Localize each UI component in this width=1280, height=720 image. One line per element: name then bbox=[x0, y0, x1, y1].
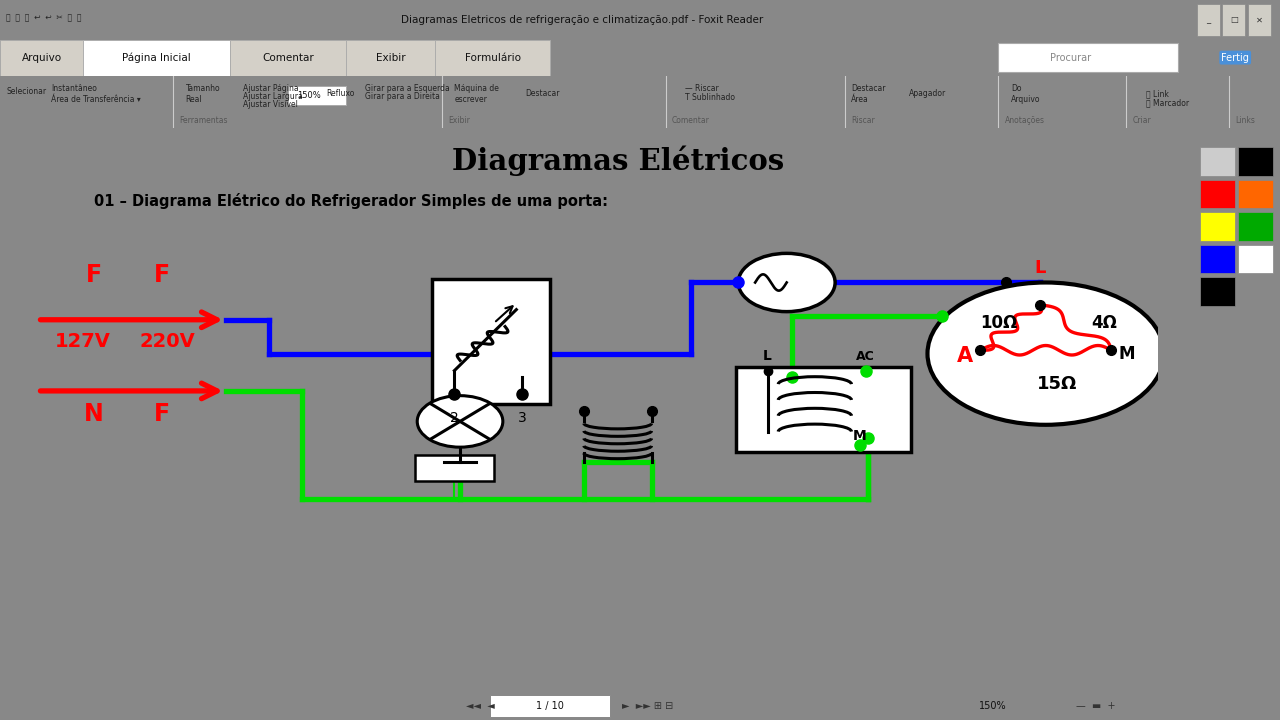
Text: 220V: 220V bbox=[140, 332, 195, 351]
Text: Comentar: Comentar bbox=[262, 53, 314, 63]
Text: M: M bbox=[1119, 345, 1135, 363]
Text: Diagramas Eletricos de refrigeração e climatização.pdf - Foxit Reader: Diagramas Eletricos de refrigeração e cl… bbox=[401, 15, 764, 24]
Text: Instantâneo: Instantâneo bbox=[51, 84, 97, 93]
Circle shape bbox=[739, 253, 835, 312]
Text: Girar para a Esquerda: Girar para a Esquerda bbox=[365, 84, 449, 93]
Text: Refluxo: Refluxo bbox=[326, 89, 355, 99]
Text: Diagramas Elétricos: Diagramas Elétricos bbox=[452, 145, 783, 176]
Text: M: M bbox=[852, 428, 867, 443]
Text: ►  ►► ⊞ ⊟: ► ►► ⊞ ⊟ bbox=[622, 701, 673, 711]
Text: ◄◄  ◄: ◄◄ ◄ bbox=[466, 701, 495, 711]
Bar bbox=[230, 40, 346, 76]
Text: F: F bbox=[154, 402, 169, 426]
Bar bbox=[736, 367, 910, 452]
Text: N: N bbox=[84, 402, 104, 426]
Text: 1 / 10: 1 / 10 bbox=[536, 701, 564, 711]
Text: Destacar: Destacar bbox=[525, 89, 559, 99]
Text: 127V: 127V bbox=[55, 332, 110, 351]
Text: Riscar: Riscar bbox=[851, 116, 876, 125]
Bar bbox=[1199, 212, 1235, 240]
Text: 🖹  🖨  💾  ↩  ↩  ✂  📋  🔍: 🖹 🖨 💾 ↩ ↩ ✂ 📋 🔍 bbox=[6, 14, 82, 22]
Text: A: A bbox=[956, 346, 973, 366]
Bar bbox=[1238, 147, 1274, 176]
Text: Página Inicial: Página Inicial bbox=[123, 53, 191, 63]
Text: Girar para a Direita: Girar para a Direita bbox=[365, 92, 439, 101]
Text: AC: AC bbox=[856, 351, 876, 364]
Text: 01 – Diagrama Elétrico do Refrigerador Simples de uma porta:: 01 – Diagrama Elétrico do Refrigerador S… bbox=[93, 193, 608, 210]
Circle shape bbox=[928, 282, 1164, 425]
Text: F: F bbox=[86, 264, 102, 287]
Bar bbox=[1199, 277, 1235, 306]
Text: 2: 2 bbox=[451, 411, 458, 426]
Text: — Riscar: — Riscar bbox=[685, 84, 718, 93]
Text: T Sublinhado: T Sublinhado bbox=[685, 93, 735, 102]
Text: Ferramentas: Ferramentas bbox=[179, 116, 228, 125]
Text: Selecionar: Selecionar bbox=[6, 87, 46, 96]
Text: Máquina de
escrever: Máquina de escrever bbox=[454, 84, 499, 104]
Bar bbox=[490, 696, 609, 717]
Text: Fertig: Fertig bbox=[1221, 53, 1249, 63]
Text: 150%: 150% bbox=[297, 91, 321, 99]
Text: 10Ω: 10Ω bbox=[979, 314, 1018, 332]
Text: L: L bbox=[1034, 259, 1046, 277]
Bar bbox=[431, 279, 550, 405]
Bar bbox=[346, 40, 435, 76]
Bar bbox=[1199, 147, 1235, 176]
Text: Apagador: Apagador bbox=[909, 89, 946, 99]
Text: Área de Transferência ▾: Área de Transferência ▾ bbox=[51, 95, 141, 104]
Text: Arquivo: Arquivo bbox=[22, 53, 61, 63]
Text: _: _ bbox=[1206, 15, 1211, 24]
Text: 🔖 Marcador: 🔖 Marcador bbox=[1146, 99, 1189, 107]
Text: Formulário: Formulário bbox=[465, 53, 521, 63]
Text: □: □ bbox=[1230, 15, 1238, 24]
Text: —  ▬  +: — ▬ + bbox=[1076, 701, 1115, 711]
Text: Destacar
Área: Destacar Área bbox=[851, 84, 886, 104]
Text: Ajustar Largura: Ajustar Largura bbox=[243, 92, 303, 101]
Bar bbox=[1238, 180, 1274, 208]
Text: Comentar: Comentar bbox=[672, 116, 710, 125]
Bar bbox=[1197, 4, 1220, 35]
Text: Ajustar Página: Ajustar Página bbox=[243, 84, 298, 93]
Bar bbox=[288, 86, 346, 104]
Text: Do
Arquivo: Do Arquivo bbox=[1011, 84, 1041, 104]
Text: Anotações: Anotações bbox=[1005, 116, 1044, 125]
Text: 15Ω: 15Ω bbox=[1037, 375, 1078, 393]
Text: 4Ω: 4Ω bbox=[1092, 314, 1117, 332]
Bar bbox=[1222, 4, 1245, 35]
Text: Exibir: Exibir bbox=[375, 53, 406, 63]
Text: 🔗 Link: 🔗 Link bbox=[1146, 89, 1169, 99]
Bar bbox=[1238, 212, 1274, 240]
Circle shape bbox=[417, 396, 503, 447]
Text: Links: Links bbox=[1235, 116, 1256, 125]
Text: Exibir: Exibir bbox=[448, 116, 470, 125]
Bar bbox=[1199, 245, 1235, 273]
Bar bbox=[435, 40, 550, 76]
Bar bbox=[998, 43, 1178, 72]
Bar bbox=[415, 455, 494, 481]
Bar bbox=[1199, 180, 1235, 208]
Bar bbox=[1238, 245, 1274, 273]
Text: 150%: 150% bbox=[978, 701, 1006, 711]
Text: L: L bbox=[763, 349, 772, 364]
Text: Procurar: Procurar bbox=[1050, 53, 1091, 63]
Text: Ajustar Visível: Ajustar Visível bbox=[243, 100, 298, 109]
Text: 3: 3 bbox=[517, 411, 526, 426]
Text: F: F bbox=[154, 264, 169, 287]
Bar bbox=[0, 40, 83, 76]
Bar bbox=[83, 40, 230, 76]
Text: Tamanho
Real: Tamanho Real bbox=[186, 84, 220, 104]
Bar bbox=[1248, 4, 1271, 35]
Text: ✕: ✕ bbox=[1256, 15, 1263, 24]
Text: Criar: Criar bbox=[1133, 116, 1152, 125]
